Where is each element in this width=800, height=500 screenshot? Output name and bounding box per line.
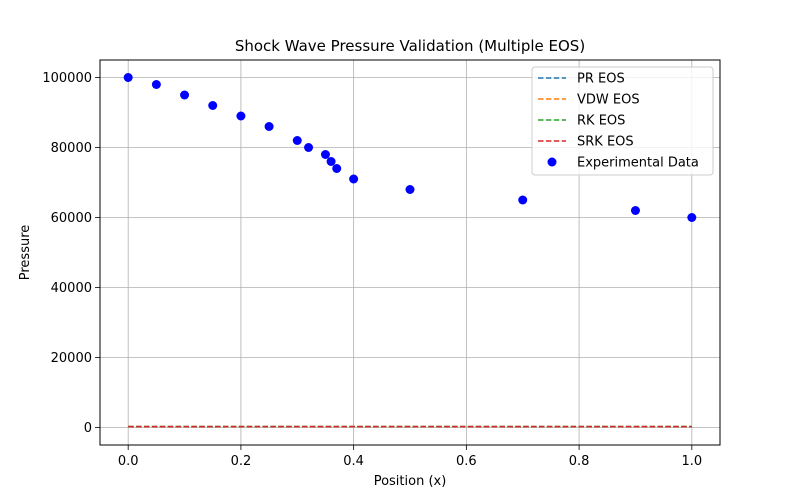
legend: PR EOS VDW EOS RK EOS SRK EOS Experimental D… <box>531 66 714 176</box>
x-axis-label: Position (x) <box>374 474 447 489</box>
experimental-data-point <box>304 143 314 152</box>
legend-label-experimental-data: Experimental Data <box>577 156 699 171</box>
legend-label-vdw-eos: VDW EOS <box>577 93 640 108</box>
legend-label-srk-eos: SRK EOS <box>577 135 634 150</box>
x-tick-label: 0.4 <box>343 454 364 469</box>
ticks: 0.0 0.2 0.4 0.6 0.8 1.0 0 20000 40000 60000 80000 1… <box>42 71 702 469</box>
experimental-data-point <box>292 136 302 145</box>
y-axis-label: Pressure <box>18 225 33 281</box>
x-tick-label: 0.8 <box>569 454 590 469</box>
x-tick-label: 1.0 <box>681 454 702 469</box>
experimental-data-point <box>349 174 359 184</box>
experimental-data-point <box>180 90 190 100</box>
x-tick-label: 0.6 <box>456 454 477 469</box>
y-tick-label: 20000 <box>51 351 92 366</box>
experimental-data-point <box>123 73 133 82</box>
experimental-data-point <box>405 185 415 194</box>
experimental-data-point <box>264 122 274 131</box>
experimental-data-point <box>151 80 161 89</box>
experimental-data-point <box>518 195 528 205</box>
experimental-data-point <box>236 111 246 121</box>
legend-swatch-experimental-data <box>547 157 557 167</box>
legend-label-rk-eos: RK EOS <box>577 114 625 129</box>
series-layer <box>123 73 697 428</box>
x-tick-label: 0.2 <box>231 454 252 469</box>
legend-box <box>531 66 714 176</box>
x-tick-label: 0.0 <box>118 454 139 469</box>
y-tick-label: 0 <box>84 421 92 436</box>
experimental-data-point <box>630 206 640 215</box>
y-tick-label: 80000 <box>51 141 92 156</box>
y-tick-label: 100000 <box>42 71 92 86</box>
experimental-data-point <box>320 150 330 159</box>
experimental-data-point <box>208 101 218 110</box>
experimental-data-point <box>332 164 342 173</box>
chart-title: Shock Wave Pressure Validation (Multiple… <box>235 37 585 55</box>
y-tick-label: 40000 <box>51 281 92 296</box>
experimental-data-point <box>687 213 697 222</box>
experimental-data-point <box>326 157 336 166</box>
axes-frame <box>99 59 721 446</box>
y-tick-label: 60000 <box>51 211 92 226</box>
legend-label-pr-eos: PR EOS <box>577 72 625 87</box>
